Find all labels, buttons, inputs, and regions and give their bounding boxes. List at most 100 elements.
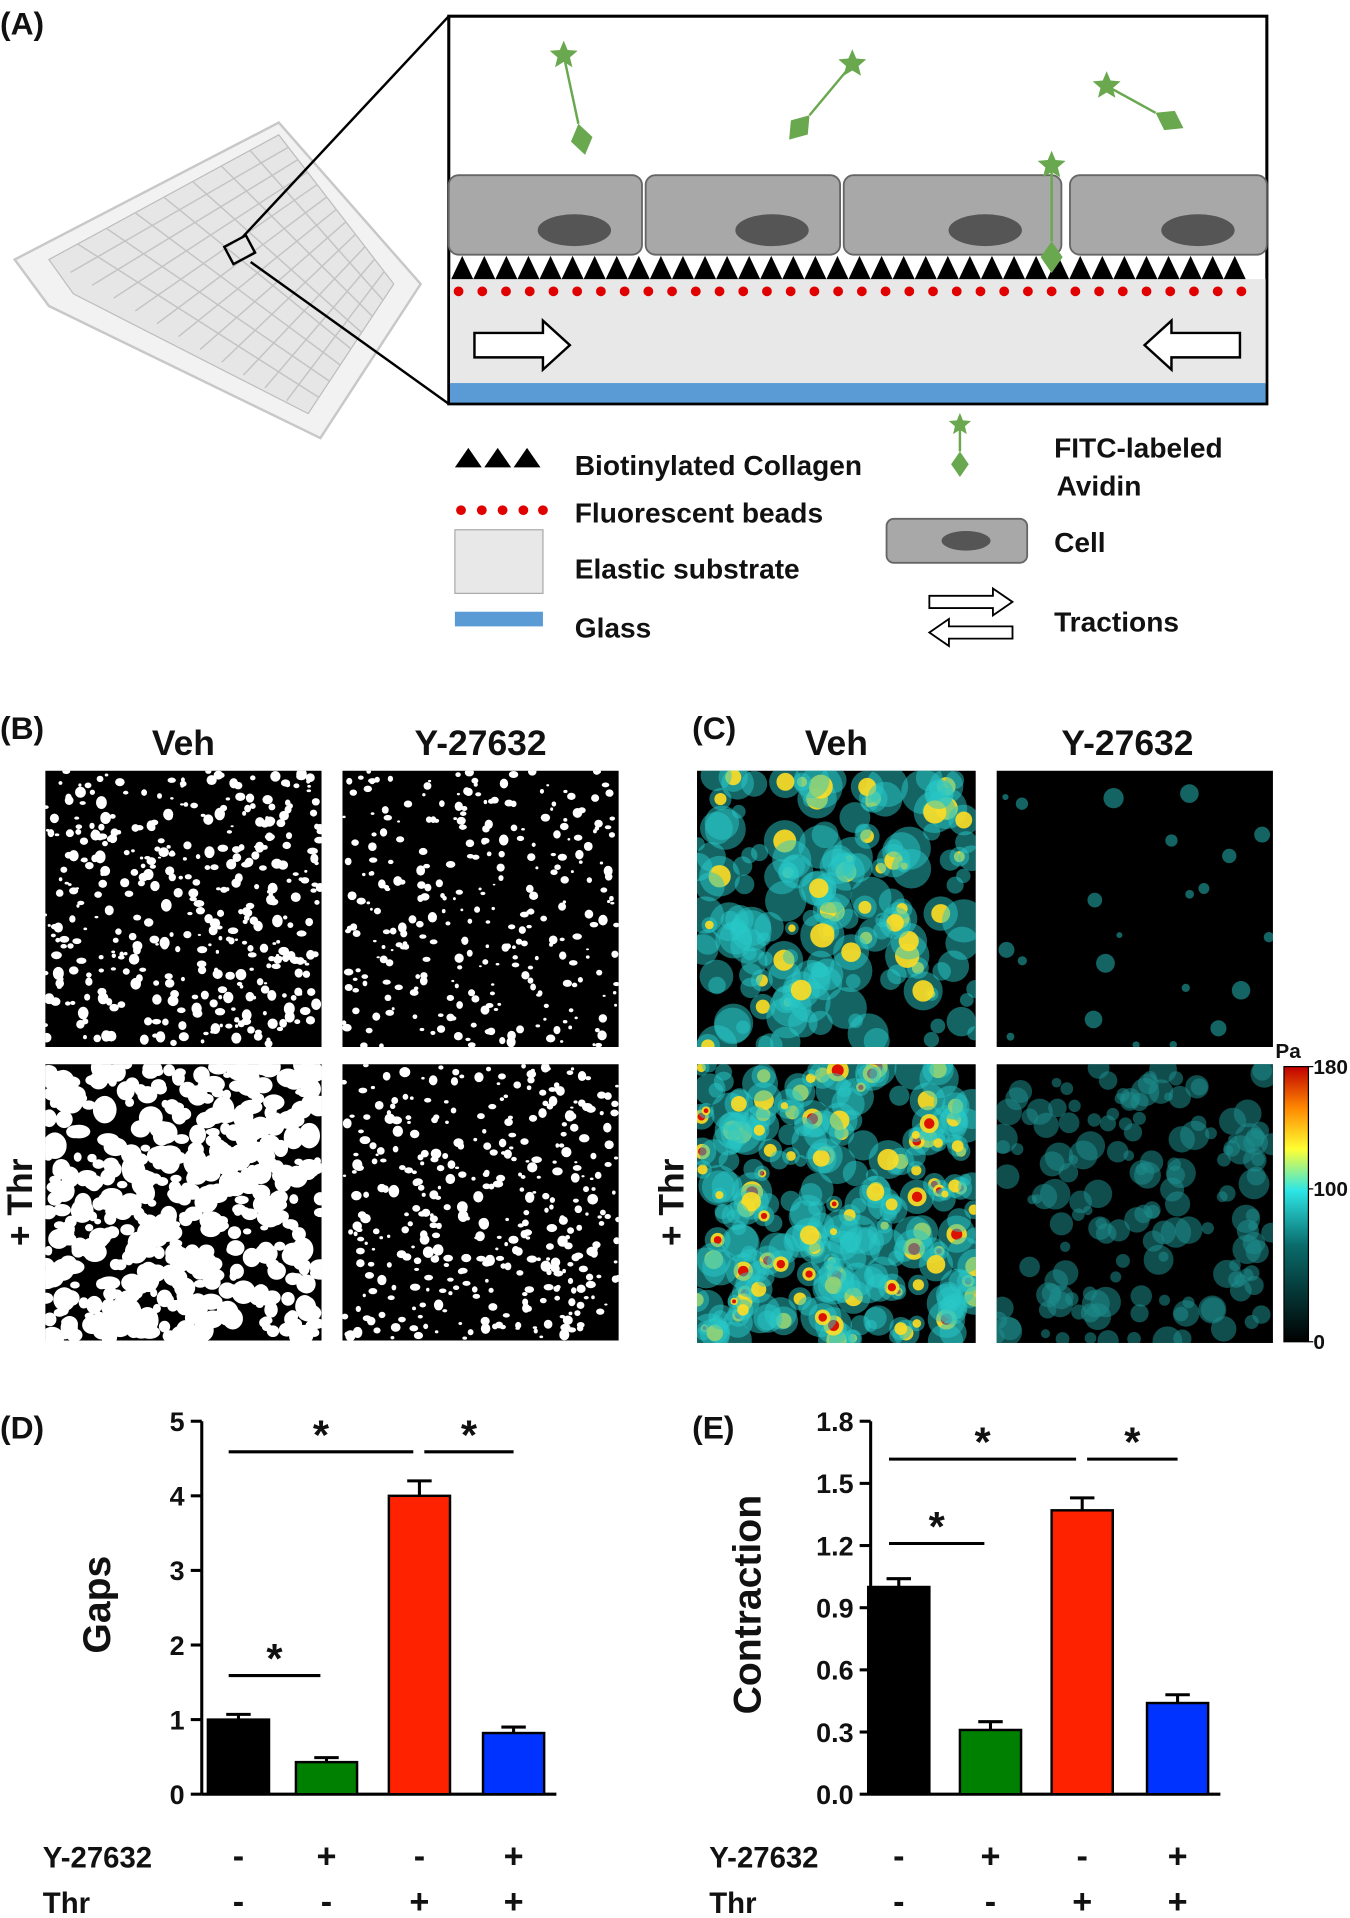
gap-blob xyxy=(346,777,353,785)
gap-blob xyxy=(442,1153,449,1160)
condition-sign: + xyxy=(409,1883,429,1918)
traction-core xyxy=(805,1073,816,1084)
gap-blob xyxy=(314,836,322,844)
avidin-star xyxy=(838,49,867,76)
traction-core xyxy=(810,923,835,948)
gap-blob xyxy=(504,1262,512,1271)
gap-blob xyxy=(433,1299,444,1311)
gap-blob xyxy=(72,938,82,945)
gap-blob xyxy=(127,1231,151,1253)
traction-blob xyxy=(1243,1130,1269,1155)
y-tick-label: 1.8 xyxy=(816,1407,853,1437)
gap-blob xyxy=(416,920,424,928)
gap-blob xyxy=(422,793,426,797)
gap-blob xyxy=(187,911,193,916)
gap-blob xyxy=(140,1144,151,1152)
gap-blob xyxy=(471,777,479,784)
gap-blob xyxy=(314,823,320,830)
gap-blob xyxy=(109,1003,119,1012)
gap-blob xyxy=(546,1243,554,1250)
gap-blob xyxy=(382,884,390,890)
gap-blob xyxy=(516,835,525,842)
gap-blob xyxy=(614,1274,619,1282)
y-tick-label: 5 xyxy=(170,1407,185,1437)
colorbar-label: 100 xyxy=(1313,1178,1348,1201)
gap-blob xyxy=(210,1023,221,1034)
bead xyxy=(1165,286,1176,297)
gap-blob xyxy=(55,889,64,897)
collagen xyxy=(980,255,1003,280)
gap-blob xyxy=(488,1303,498,1311)
gap-blob xyxy=(268,892,274,896)
traction-blob xyxy=(708,1304,734,1330)
traction-core xyxy=(968,1204,976,1215)
gap-blob xyxy=(217,772,225,779)
gap-blob xyxy=(149,864,156,869)
gap-blob xyxy=(125,1097,135,1107)
gap-blob xyxy=(53,1308,66,1317)
traction-blob xyxy=(946,1006,976,1037)
traction-blob xyxy=(827,1257,842,1271)
gap-blob xyxy=(247,1026,255,1034)
gap-blob xyxy=(249,967,254,971)
traction-blob xyxy=(946,1237,976,1273)
gap-blob xyxy=(223,991,234,1004)
gap-blob xyxy=(544,1066,551,1071)
traction-core xyxy=(715,1191,724,1200)
gap-blob xyxy=(120,1224,135,1236)
traction-blob xyxy=(945,926,976,960)
image-panel xyxy=(45,770,322,1048)
gap-blob xyxy=(110,967,117,971)
gap-blob xyxy=(232,853,242,862)
gap-blob xyxy=(611,1100,619,1108)
gap-blob xyxy=(443,1100,449,1104)
gap-blob xyxy=(450,1016,457,1021)
traction-blob xyxy=(1107,1219,1130,1242)
error-bar xyxy=(1165,1693,1190,1704)
gap-blob xyxy=(476,1255,486,1262)
gap-blob xyxy=(118,1298,142,1326)
condition-label: Thr xyxy=(709,1887,756,1918)
gap-blob xyxy=(231,1032,242,1044)
gap-blob xyxy=(419,1027,425,1032)
error-bar xyxy=(501,1725,526,1734)
gap-blob xyxy=(106,835,114,843)
gap-blob xyxy=(539,1297,547,1304)
gap-blob xyxy=(165,1243,185,1263)
gap-blob xyxy=(261,1316,273,1325)
gap-blob xyxy=(344,984,353,991)
gap-blob xyxy=(204,913,213,924)
gap-blob xyxy=(302,1064,311,1067)
traction-core xyxy=(799,1225,820,1245)
gap-blob xyxy=(225,971,235,980)
gap-blob xyxy=(203,1031,209,1036)
traction-blob xyxy=(1036,1282,1062,1308)
bar xyxy=(1050,1509,1114,1796)
gap-blob xyxy=(585,912,591,918)
y-tick-label: 1.5 xyxy=(816,1469,853,1499)
legend: Biotinylated Collagen Fluorescent beads … xyxy=(454,412,1223,648)
traction-blob xyxy=(740,977,761,999)
gap-blob xyxy=(276,940,281,944)
gap-blob xyxy=(439,800,445,807)
traction-blob xyxy=(1103,788,1124,809)
traction-core xyxy=(701,1039,715,1048)
gap-blob xyxy=(413,1331,424,1340)
collagen xyxy=(870,255,893,280)
gap-blob xyxy=(70,1000,76,1005)
gap-blob xyxy=(454,801,463,812)
traction-blob xyxy=(839,802,871,833)
traction-blob xyxy=(996,1311,1008,1329)
traction-core xyxy=(941,1190,949,1198)
gap-blob xyxy=(458,1322,463,1326)
gap-blob xyxy=(290,1328,306,1341)
gap-blob xyxy=(263,982,268,985)
gap-blob xyxy=(559,1329,570,1341)
traction-core xyxy=(703,1108,709,1114)
gap-blob xyxy=(512,955,518,960)
gap-blob xyxy=(153,1214,170,1232)
gap-blob xyxy=(45,805,49,810)
gap-blob xyxy=(167,777,176,783)
gap-blob xyxy=(429,1213,434,1218)
gap-blob xyxy=(573,1252,584,1259)
